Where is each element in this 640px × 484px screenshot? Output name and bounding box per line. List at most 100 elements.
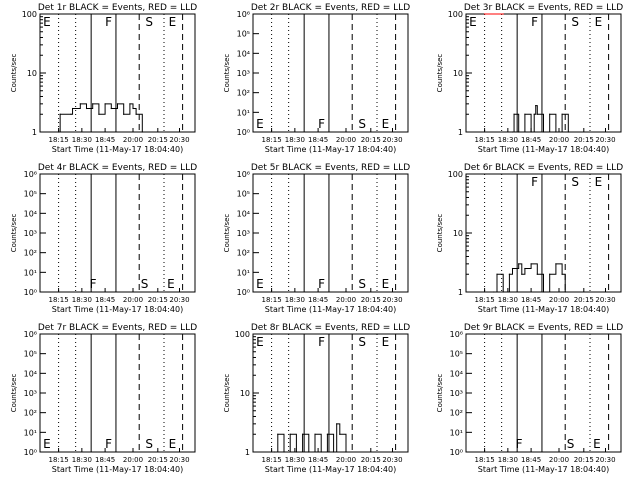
panel-det-6r: Det 6r BLACK = Events, RED = LLD Counts/s…: [436, 163, 623, 314]
y-tick-label: 10⁴: [237, 209, 250, 218]
event-marker-s: S: [145, 15, 153, 29]
event-marker-s: S: [567, 437, 575, 451]
y-tick-label: 100: [448, 10, 463, 19]
x-tick-label: 20:30: [595, 456, 615, 464]
event-marker-f: F: [531, 15, 538, 29]
event-marker-s: S: [358, 335, 366, 349]
panel-title: Det 1r BLACK = Events, RED = LLD: [38, 3, 197, 13]
x-tick-label: 20:15: [148, 136, 168, 144]
y-tick-label: 10: [453, 229, 463, 238]
event-marker-f: F: [90, 277, 97, 291]
x-axis-label: Start Time (11-May-17 18:04:40): [478, 305, 609, 314]
x-tick-label: 18:45: [95, 296, 115, 304]
panel-det-8r: Det 8r BLACK = Events, RED = LLD Counts/s…: [223, 323, 410, 474]
event-marker-f: F: [318, 117, 325, 131]
y-tick-label: 10⁵: [24, 190, 37, 199]
x-tick-label: 20:00: [336, 456, 356, 464]
x-tick-label: 18:30: [498, 456, 518, 464]
event-marker-s: S: [141, 277, 149, 291]
x-tick-label: 20:30: [382, 296, 402, 304]
panel-det-4r: Det 4r BLACK = Events, RED = LLD Counts/s…: [10, 163, 197, 314]
y-tick-label: 10²: [237, 249, 250, 258]
x-tick-label: 20:00: [549, 296, 569, 304]
y-tick-label: 10⁶: [24, 170, 37, 179]
panel-title: Det 8r BLACK = Events, RED = LLD: [251, 323, 410, 333]
x-tick-label: 20:00: [123, 456, 143, 464]
event-marker-e: E: [595, 15, 603, 29]
y-tick-label: 10⁰: [450, 448, 463, 457]
y-tick-label: 10³: [237, 229, 250, 238]
y-tick-label: 10²: [450, 409, 463, 418]
y-axis-label: Counts/sec: [10, 54, 18, 93]
x-tick-label: 20:15: [148, 456, 168, 464]
x-axis-label: Start Time (11-May-17 18:04:40): [265, 305, 396, 314]
y-tick-label: 10²: [237, 89, 250, 98]
x-tick-label: 18:30: [72, 136, 92, 144]
x-tick-label: 18:15: [262, 296, 282, 304]
x-tick-label: 18:30: [72, 296, 92, 304]
x-tick-label: 18:45: [308, 296, 328, 304]
x-tick-label: 20:15: [574, 296, 594, 304]
y-axis-label: Counts/sec: [436, 374, 444, 413]
x-tick-label: 18:15: [262, 136, 282, 144]
x-tick-label: 18:45: [308, 136, 328, 144]
x-tick-label: 18:30: [285, 136, 305, 144]
y-tick-label: 10⁶: [450, 330, 463, 339]
y-tick-label: 10²: [24, 409, 37, 418]
x-tick-label: 18:15: [475, 136, 495, 144]
plot-frame: [252, 13, 409, 133]
y-tick-label: 10⁶: [24, 330, 37, 339]
event-marker-e: E: [43, 437, 51, 451]
x-tick-label: 18:15: [49, 136, 69, 144]
x-tick-label: 20:30: [595, 136, 615, 144]
event-marker-s: S: [145, 437, 153, 451]
event-marker-s: S: [358, 117, 366, 131]
y-tick-label: 10⁰: [24, 448, 37, 457]
y-tick-label: 10: [453, 69, 463, 78]
y-tick-label: 10⁴: [237, 49, 250, 58]
x-tick-label: 20:15: [361, 296, 381, 304]
x-axis-label: Start Time (11-May-17 18:04:40): [52, 145, 183, 154]
y-tick-label: 10¹: [450, 428, 463, 437]
y-tick-label: 10⁰: [237, 288, 250, 297]
x-tick-label: 18:15: [262, 456, 282, 464]
event-marker-f: F: [105, 15, 112, 29]
y-tick-label: 10³: [24, 229, 37, 238]
panel-det-7r: Det 7r BLACK = Events, RED = LLD Counts/s…: [10, 323, 197, 474]
y-tick-label: 10: [240, 389, 250, 398]
x-tick-label: 20:30: [169, 136, 189, 144]
y-tick-label: 10⁴: [450, 369, 463, 378]
y-tick-label: 100: [22, 10, 37, 19]
y-axis-label: Counts/sec: [436, 54, 444, 93]
event-marker-e: E: [382, 277, 390, 291]
event-marker-f: F: [531, 175, 538, 189]
y-tick-label: 10³: [24, 389, 37, 398]
x-tick-label: 20:00: [123, 296, 143, 304]
y-tick-label: 10³: [450, 389, 463, 398]
y-axis-label: Counts/sec: [223, 214, 231, 253]
x-tick-label: 20:30: [595, 296, 615, 304]
event-marker-f: F: [318, 277, 325, 291]
x-tick-label: 20:00: [336, 296, 356, 304]
event-marker-f: F: [105, 437, 112, 451]
x-tick-label: 18:15: [49, 296, 69, 304]
x-tick-label: 20:30: [382, 136, 402, 144]
panel-det-2r: Det 2r BLACK = Events, RED = LLD Counts/s…: [223, 3, 410, 154]
plot-frame: [39, 173, 196, 293]
panel-title: Det 2r BLACK = Events, RED = LLD: [251, 3, 410, 13]
x-tick-label: 20:30: [169, 456, 189, 464]
x-tick-label: 18:30: [498, 136, 518, 144]
event-marker-e: E: [256, 277, 264, 291]
plot-frame: [465, 333, 622, 453]
x-axis-label: Start Time (11-May-17 18:04:40): [265, 145, 396, 154]
y-tick-label: 10⁰: [237, 128, 250, 137]
x-tick-label: 20:15: [574, 136, 594, 144]
x-tick-label: 20:15: [574, 456, 594, 464]
y-tick-label: 10²: [24, 249, 37, 258]
x-tick-label: 18:15: [475, 456, 495, 464]
y-tick-label: 10⁵: [237, 30, 250, 39]
x-tick-label: 18:45: [308, 456, 328, 464]
event-marker-f: F: [318, 335, 325, 349]
event-marker-e: E: [43, 15, 51, 29]
